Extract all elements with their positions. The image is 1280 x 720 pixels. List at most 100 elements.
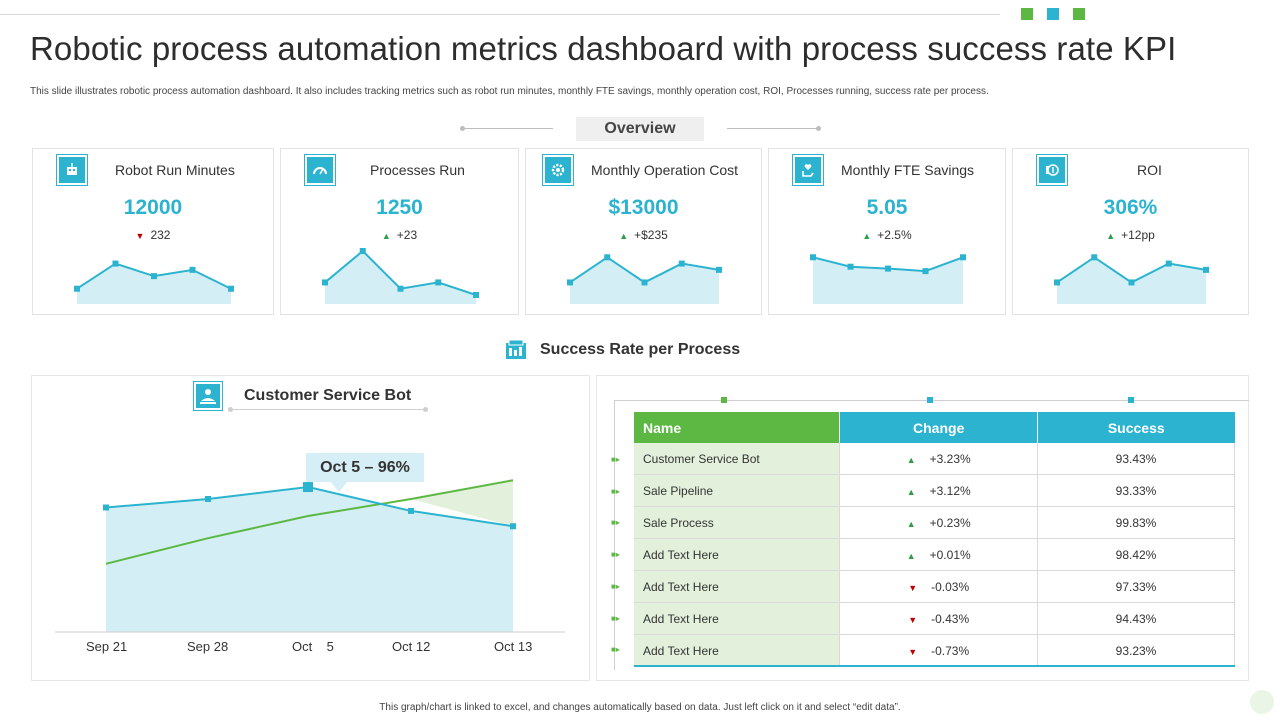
hand-heart-icon bbox=[792, 154, 824, 186]
cell-change: ▲ +3.23% bbox=[839, 443, 1039, 475]
row-marker-icon: ■▸ bbox=[611, 645, 620, 655]
kpi-card-monthly-fte-savings[interactable]: Monthly FTE Savings 5.05 ▲ +2.5% bbox=[768, 148, 1006, 315]
table-row[interactable]: Add Text Here ▼ -0.43% 94.43% bbox=[634, 602, 1235, 635]
robot-icon bbox=[56, 154, 88, 186]
sparkline-point bbox=[112, 260, 119, 267]
cell-success: 93.23% bbox=[1037, 634, 1235, 667]
x-tick-label: Sep 28 bbox=[187, 639, 229, 654]
gear-icon bbox=[542, 154, 574, 186]
kpi-delta: ▼ 232 bbox=[135, 228, 171, 242]
trend-up-icon: ▲ bbox=[381, 231, 391, 241]
trend-up-icon: ▲ bbox=[906, 518, 916, 529]
success-rate-table: Name Change Success Customer Service Bot… bbox=[634, 412, 1235, 667]
kpi-card-roi[interactable]: ROI 306% ▲ +12pp bbox=[1012, 148, 1249, 315]
row-marker-icon: ■▸ bbox=[611, 486, 620, 496]
sparkline-point bbox=[228, 285, 234, 292]
divider-line bbox=[463, 128, 553, 129]
decor-square-blue bbox=[1047, 8, 1059, 20]
sparkline-point bbox=[922, 268, 929, 275]
cell-change: ▼ -0.73% bbox=[839, 634, 1039, 667]
row-marker-icon: ■▸ bbox=[611, 613, 620, 623]
divider-line bbox=[230, 409, 426, 410]
sparkline-point bbox=[189, 266, 196, 273]
decor-marker bbox=[721, 397, 727, 403]
kpi-card-monthly-operation-cost[interactable]: Monthly Operation Cost $13000 ▲ +$235 bbox=[525, 148, 762, 315]
kpi-delta: ▲ +12pp bbox=[1106, 228, 1155, 242]
table-row[interactable]: Customer Service Bot ▲ +3.23% 93.43% bbox=[634, 443, 1235, 475]
kpi-card-processes-run[interactable]: Processes Run 1250 ▲ +23 bbox=[280, 148, 519, 315]
kpi-value: 1250 bbox=[376, 196, 423, 219]
kpi-value: 12000 bbox=[123, 196, 183, 219]
sparkline-point bbox=[322, 279, 328, 286]
sparkline-area bbox=[77, 263, 231, 304]
sparkline-point bbox=[567, 279, 573, 286]
cell-change: ▼ -0.43% bbox=[839, 602, 1039, 635]
trend-up-icon: ▲ bbox=[862, 231, 872, 241]
divider-dot bbox=[460, 126, 465, 131]
cell-name: Customer Service Bot bbox=[634, 443, 841, 475]
decor-square-green bbox=[1021, 8, 1033, 20]
kpi-sparkline bbox=[1054, 254, 1209, 304]
cell-success: 94.43% bbox=[1037, 602, 1235, 635]
header-rule bbox=[0, 14, 1000, 15]
chatbot-icon bbox=[193, 381, 223, 411]
x-tick-label: Oct 12 bbox=[392, 639, 431, 654]
series-line-trend bbox=[105, 479, 514, 565]
series-point-success bbox=[205, 495, 211, 502]
cell-name: Add Text Here bbox=[634, 570, 841, 603]
page-subtitle: This slide illustrates robotic process a… bbox=[30, 86, 989, 97]
sparkline-point bbox=[960, 254, 966, 261]
bot-line-chart bbox=[55, 479, 565, 633]
kpi-title: Monthly FTE Savings bbox=[841, 162, 975, 178]
sparkline-point bbox=[1165, 260, 1172, 267]
cell-name: Add Text Here bbox=[634, 602, 841, 635]
sparkline-point bbox=[847, 263, 854, 270]
divider-line bbox=[727, 128, 819, 129]
trend-up-icon: ▲ bbox=[906, 550, 916, 561]
money-icon bbox=[1036, 154, 1068, 186]
trend-up-icon: ▲ bbox=[619, 231, 629, 241]
cell-name: Sale Process bbox=[634, 506, 841, 539]
column-header-name: Name bbox=[634, 412, 840, 443]
x-tick-label: Oct 13 bbox=[494, 639, 533, 654]
table-row[interactable]: Add Text Here ▲ +0.01% 98.42% bbox=[634, 538, 1235, 571]
cell-change: ▼ -0.03% bbox=[839, 570, 1039, 603]
column-header-success: Success bbox=[1037, 412, 1235, 443]
decor-square-green-2 bbox=[1073, 8, 1085, 20]
sparkline-area bbox=[813, 257, 963, 304]
table-row[interactable]: Sale Pipeline ▲ +3.12% 93.33% bbox=[634, 474, 1235, 507]
table-row[interactable]: Add Text Here ▼ -0.73% 93.23% bbox=[634, 634, 1235, 667]
table-row[interactable]: Add Text Here ▼ -0.03% 97.33% bbox=[634, 570, 1235, 603]
x-tick-label: Sep 21 bbox=[86, 639, 128, 654]
cell-success: 97.33% bbox=[1037, 570, 1235, 603]
kpi-card-robot-run-minutes[interactable]: Robot Run Minutes 12000 ▼ 232 bbox=[32, 148, 274, 315]
sparkline-area bbox=[570, 257, 719, 304]
cell-name: Sale Pipeline bbox=[634, 474, 841, 507]
sparkline-point bbox=[435, 279, 442, 286]
kpi-title: Monthly Operation Cost bbox=[591, 162, 739, 178]
sparkline-point bbox=[151, 273, 157, 280]
table-row[interactable]: Sale Process ▲ +0.23% 99.83% bbox=[634, 506, 1235, 539]
cell-success: 93.43% bbox=[1037, 443, 1235, 475]
kpi-title: Processes Run bbox=[370, 162, 465, 178]
kpi-sparkline bbox=[322, 248, 479, 304]
sparkline-point bbox=[1054, 279, 1060, 286]
sparkline-area bbox=[325, 251, 476, 304]
cell-name: Add Text Here bbox=[634, 634, 841, 667]
kpi-title: Robot Run Minutes bbox=[115, 162, 235, 178]
row-marker-icon: ■▸ bbox=[611, 455, 620, 464]
sparkline-point bbox=[678, 260, 685, 267]
row-marker-icon: ■▸ bbox=[611, 581, 620, 591]
kpi-value: 306% bbox=[1103, 196, 1158, 219]
cell-success: 93.33% bbox=[1037, 474, 1235, 507]
trend-down-icon: ▼ bbox=[908, 614, 918, 625]
sparkline-point bbox=[1203, 266, 1209, 273]
kpi-value: 5.05 bbox=[866, 196, 908, 219]
sparkline-point bbox=[397, 285, 404, 292]
kpi-delta: ▲ +2.5% bbox=[862, 228, 912, 242]
trend-down-icon: ▼ bbox=[135, 231, 145, 241]
table-bottom-rule bbox=[634, 665, 1235, 667]
cell-change: ▲ +0.01% bbox=[839, 538, 1039, 571]
series-point-success bbox=[510, 523, 516, 530]
sparkline-point bbox=[604, 254, 611, 261]
